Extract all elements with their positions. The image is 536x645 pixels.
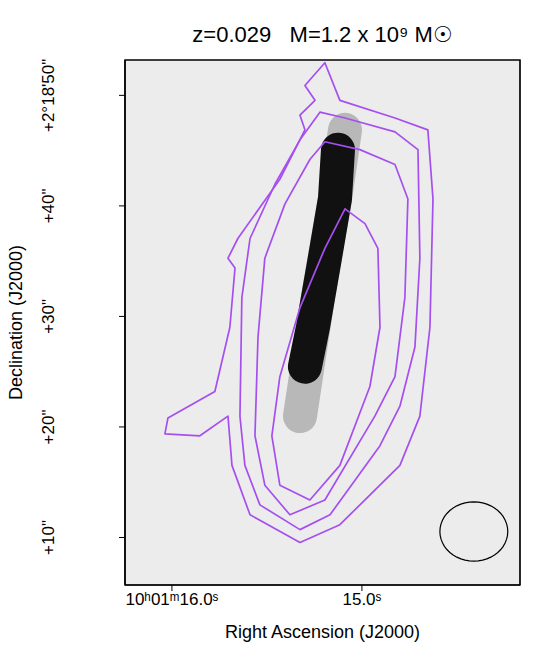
svg-text:10ʰ01ᵐ16.0ˢ: 10ʰ01ᵐ16.0ˢ — [125, 590, 218, 609]
svg-text:Declination (J2000): Declination (J2000) — [6, 245, 26, 400]
svg-text:15.0ˢ: 15.0ˢ — [342, 590, 381, 609]
svg-text:+2°18'50": +2°18'50" — [40, 59, 59, 132]
svg-text:+10": +10" — [40, 520, 59, 555]
svg-text:+40": +40" — [40, 188, 59, 223]
svg-text:+20": +20" — [40, 410, 59, 445]
html-text:z=0.029 M=1.2 x 10⁹ M☉: z=0.029 M=1.2 x 10⁹ M☉ — [192, 22, 453, 47]
svg-text:+30": +30" — [40, 299, 59, 334]
svg-text:Right Ascension (J2000): Right Ascension (J2000) — [225, 622, 420, 642]
